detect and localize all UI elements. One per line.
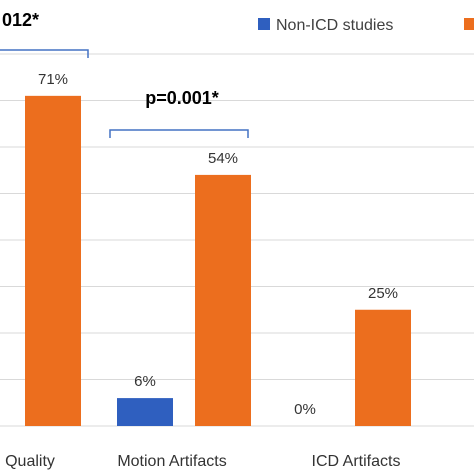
bar-non-icd-1 — [117, 398, 173, 426]
bars — [25, 95, 411, 426]
value-label-icd-0: 71% — [38, 71, 68, 88]
significance-bracket-1 — [109, 129, 249, 138]
category-label-2: ICD Artifacts — [312, 453, 401, 470]
legend-label-non-icd: Non-ICD studies — [276, 17, 393, 34]
significance-annotations: 012* p=0.001* — [0, 10, 249, 138]
category-label-0: Quality — [5, 453, 55, 470]
significance-label-1: p=0.001* — [145, 88, 219, 108]
legend: Non-ICD studies — [258, 17, 474, 34]
bar-icd-0 — [25, 95, 81, 426]
bar-icd-1 — [195, 174, 251, 426]
value-labels: 6% 0% 71% 54% 25% — [38, 71, 398, 418]
value-label-icd-2: 25% — [368, 285, 398, 302]
value-label-non-icd-2: 0% — [294, 401, 316, 418]
value-label-non-icd-1: 6% — [134, 373, 156, 390]
category-labels: Quality Motion Artifacts ICD Artifacts — [5, 453, 400, 470]
significance-bracket-0 — [0, 49, 89, 58]
value-label-icd-1: 54% — [208, 150, 238, 167]
legend-swatch-icd — [464, 18, 474, 30]
significance-label-0: 012* — [2, 10, 39, 30]
bar-icd-2 — [355, 309, 411, 426]
category-label-1: Motion Artifacts — [117, 453, 226, 470]
legend-swatch-non-icd — [258, 18, 270, 30]
